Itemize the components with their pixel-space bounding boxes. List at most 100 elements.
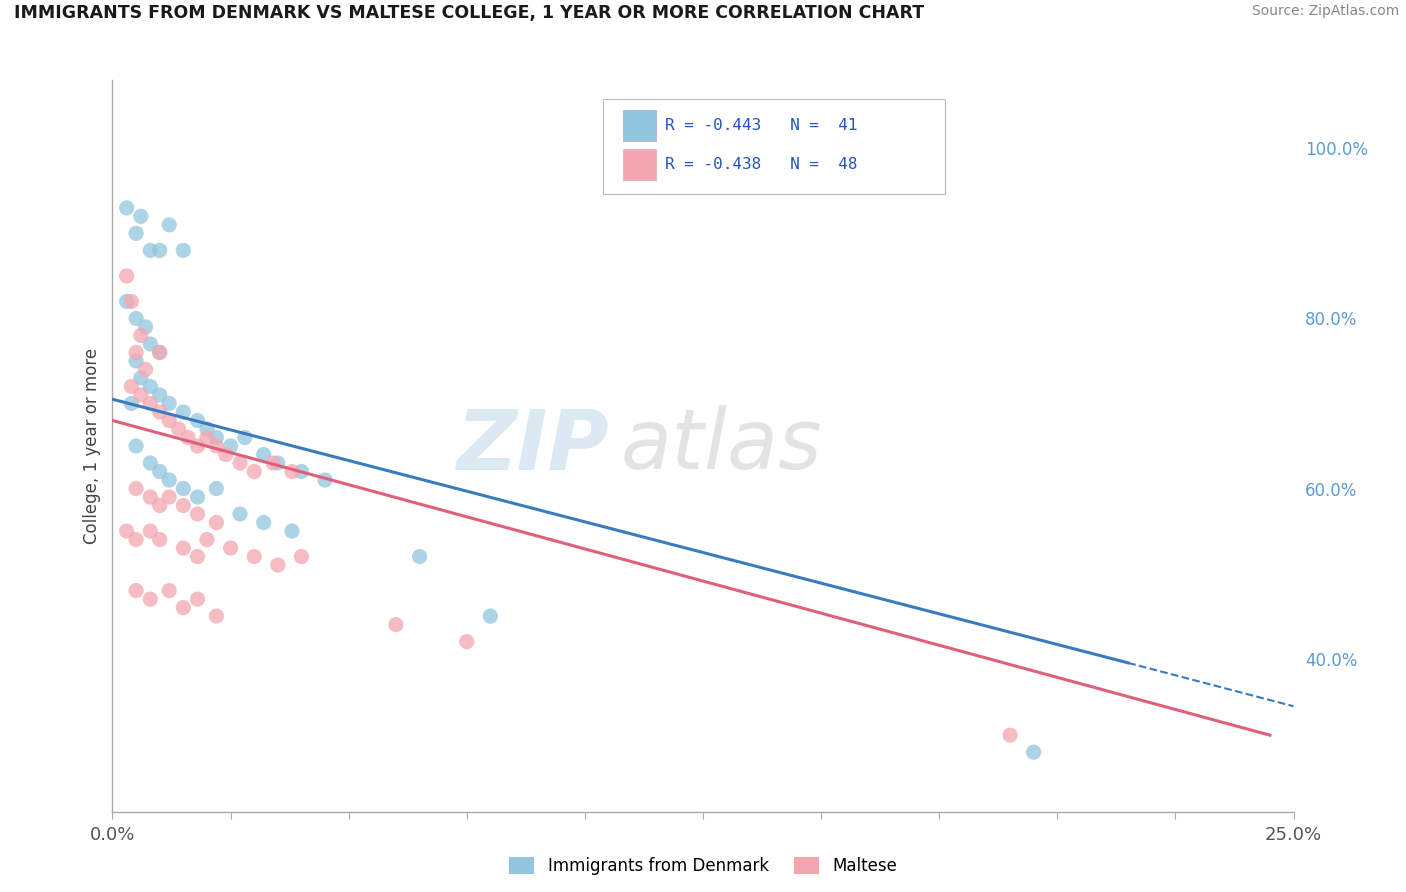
Point <box>125 311 148 326</box>
Point <box>157 473 180 487</box>
Point <box>139 524 162 538</box>
FancyBboxPatch shape <box>623 111 655 141</box>
Point <box>205 516 228 530</box>
Point <box>125 482 148 496</box>
Point <box>215 448 238 462</box>
Text: ZIP: ZIP <box>456 406 609 486</box>
Point <box>262 456 284 470</box>
Point <box>281 524 304 538</box>
Point <box>149 405 172 419</box>
Y-axis label: College, 1 year or more: College, 1 year or more <box>83 348 101 544</box>
Point <box>281 465 304 479</box>
Point <box>120 294 142 309</box>
Point <box>243 549 266 564</box>
Point <box>149 244 172 258</box>
Point <box>157 396 180 410</box>
Point <box>125 345 148 359</box>
Point <box>149 465 172 479</box>
Point <box>229 456 252 470</box>
Point <box>229 507 252 521</box>
Point <box>120 396 142 410</box>
Point <box>149 388 172 402</box>
Point <box>149 533 172 547</box>
Legend: Immigrants from Denmark, Maltese: Immigrants from Denmark, Maltese <box>501 849 905 884</box>
Point <box>139 592 162 607</box>
Point <box>385 617 408 632</box>
Point <box>205 482 228 496</box>
Point <box>186 592 208 607</box>
Point <box>172 541 194 555</box>
Point <box>243 465 266 479</box>
Point <box>290 465 312 479</box>
Point <box>219 439 242 453</box>
Point <box>186 439 208 453</box>
Point <box>408 549 430 564</box>
Point <box>186 507 208 521</box>
Point <box>135 362 157 376</box>
Point <box>120 379 142 393</box>
Point <box>149 499 172 513</box>
Point <box>205 430 228 444</box>
Point <box>139 379 162 393</box>
Point <box>139 337 162 351</box>
Text: IMMIGRANTS FROM DENMARK VS MALTESE COLLEGE, 1 YEAR OR MORE CORRELATION CHART: IMMIGRANTS FROM DENMARK VS MALTESE COLLE… <box>14 4 924 22</box>
Point <box>195 533 218 547</box>
Point <box>135 320 157 334</box>
Point <box>172 482 194 496</box>
Point <box>125 533 148 547</box>
Text: R = -0.443   N =  41: R = -0.443 N = 41 <box>665 118 858 133</box>
Point <box>139 244 162 258</box>
Point <box>172 244 194 258</box>
Point <box>1022 745 1045 759</box>
Point <box>157 583 180 598</box>
Point <box>157 218 180 232</box>
Point <box>186 490 208 504</box>
Point <box>115 294 138 309</box>
Point <box>253 516 276 530</box>
FancyBboxPatch shape <box>623 149 655 180</box>
Point <box>267 456 290 470</box>
Point <box>233 430 256 444</box>
Point <box>186 413 208 427</box>
Point <box>139 490 162 504</box>
Point <box>205 439 228 453</box>
Point <box>195 430 218 444</box>
Text: R = -0.438   N =  48: R = -0.438 N = 48 <box>665 157 858 172</box>
Point <box>195 422 218 436</box>
Point <box>139 396 162 410</box>
Point <box>172 600 194 615</box>
Point <box>125 354 148 368</box>
Point <box>149 345 172 359</box>
Point <box>267 558 290 572</box>
Text: Source: ZipAtlas.com: Source: ZipAtlas.com <box>1251 4 1399 19</box>
Point <box>186 549 208 564</box>
Point <box>129 328 152 343</box>
Point <box>290 549 312 564</box>
Point <box>129 371 152 385</box>
Point <box>172 499 194 513</box>
Point <box>253 448 276 462</box>
Point <box>479 609 502 624</box>
Point <box>205 609 228 624</box>
Point <box>125 439 148 453</box>
Point <box>157 490 180 504</box>
Point <box>456 634 478 648</box>
Point <box>125 583 148 598</box>
Point <box>314 473 336 487</box>
Point <box>177 430 200 444</box>
FancyBboxPatch shape <box>603 99 945 194</box>
Point <box>172 405 194 419</box>
Point <box>149 345 172 359</box>
Text: atlas: atlas <box>620 406 823 486</box>
Point <box>219 541 242 555</box>
Point <box>115 201 138 215</box>
Point <box>139 456 162 470</box>
Point <box>125 227 148 241</box>
Point <box>129 388 152 402</box>
Point <box>115 524 138 538</box>
Point <box>115 268 138 283</box>
Point <box>129 210 152 224</box>
Point <box>157 413 180 427</box>
Point <box>167 422 190 436</box>
Point <box>998 728 1021 742</box>
